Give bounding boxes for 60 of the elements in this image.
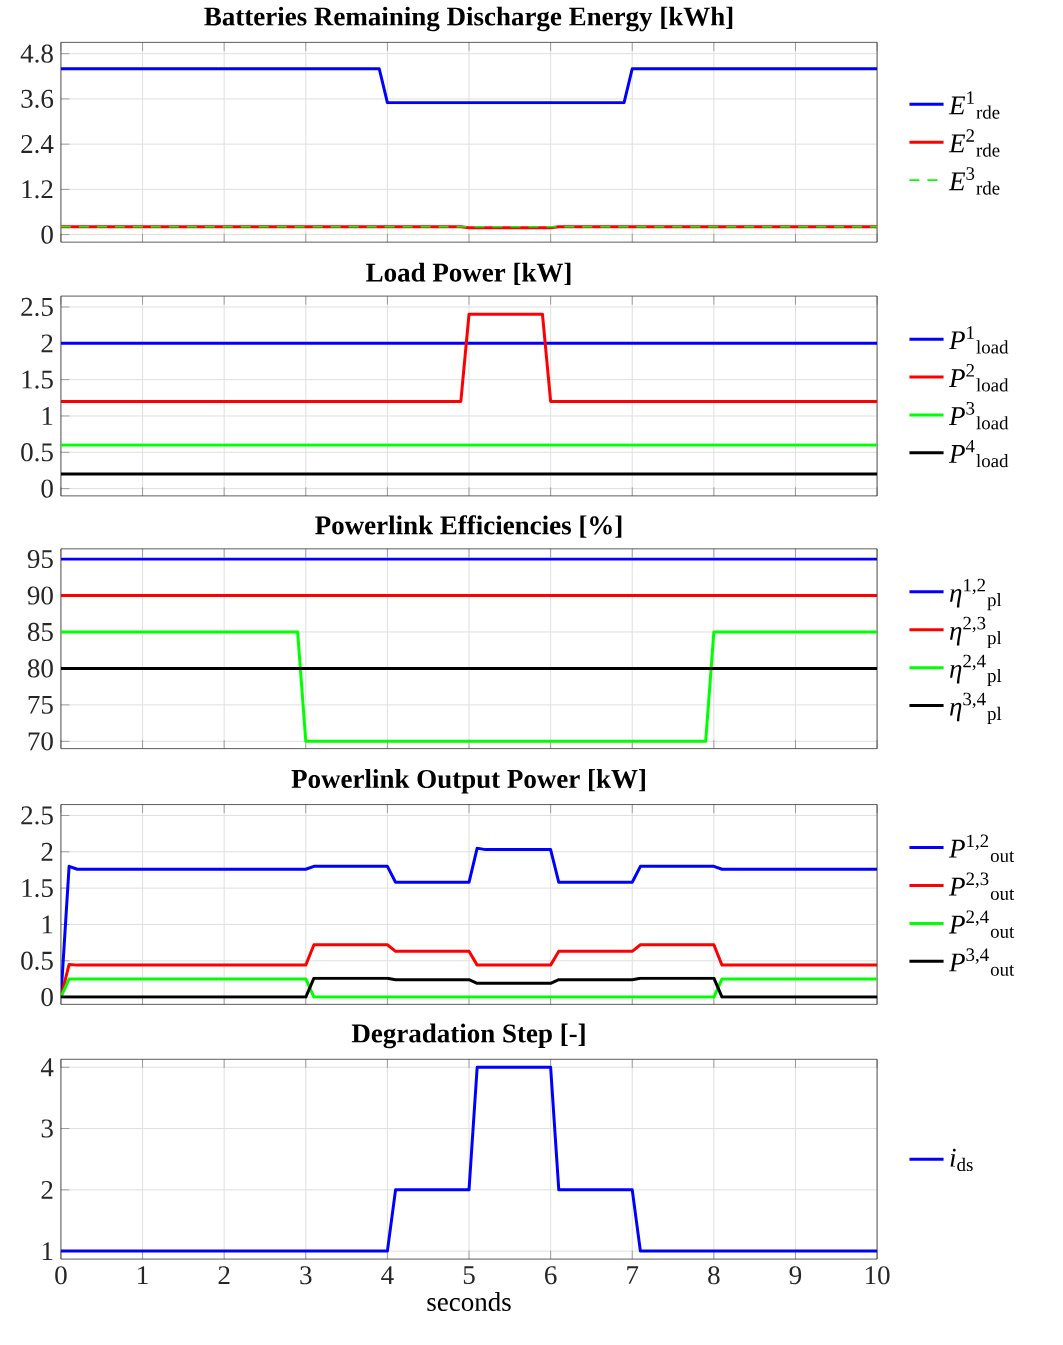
y-tick-label: 85 <box>28 622 53 642</box>
y-tick-label: 4 <box>40 1058 54 1077</box>
y-tick-label: 95 <box>27 549 53 569</box>
y-tick-label: 0 <box>41 479 53 498</box>
legend-label: P$^{3}$load <box>948 402 1009 430</box>
y-tick-label: 0.5 <box>21 443 53 462</box>
x-tick-label: 4 <box>381 1266 394 1284</box>
legend-label: η$^{3,4}$pl <box>950 692 1002 724</box>
y-tick-label: 3 <box>41 1119 53 1138</box>
y-tick-label: 1 <box>42 915 53 934</box>
y-tick-label: 2.4 <box>21 135 54 154</box>
legend-label: E$^{1}$rde <box>948 91 1000 119</box>
y-tick-label: 0 <box>41 987 53 1007</box>
y-tick-label: 1.2 <box>22 180 53 199</box>
y-tick-label: 90 <box>27 586 53 605</box>
y-tick-label: 0 <box>41 225 53 244</box>
chart-title: Degradation Step [-] <box>351 1023 585 1049</box>
y-tick-label: 1 <box>42 407 53 425</box>
chart-title: Powerlink Output Power [kW] <box>291 769 646 794</box>
y-tick-label: 1 <box>42 1242 53 1261</box>
x-tick-label: 8 <box>708 1266 720 1285</box>
legend-label: P$^{2,3}$out <box>948 872 1015 900</box>
y-tick-label: 2 <box>41 1180 53 1199</box>
y-tick-label: 4.8 <box>20 44 53 63</box>
legend-label: E$^{2}$rde <box>948 129 1000 157</box>
x-tick-label: 7 <box>627 1266 639 1284</box>
y-tick-label: 0.5 <box>21 951 53 970</box>
chart-title: Powerlink Efficiencies [%] <box>315 515 622 538</box>
x-axis-title: seconds <box>427 1292 511 1312</box>
y-tick-label: 2 <box>41 842 53 861</box>
y-tick-label: 1.5 <box>22 879 53 898</box>
legend-label: i$_{ds}$ <box>950 1148 973 1172</box>
x-tick-label: 3 <box>300 1266 312 1285</box>
y-tick-label: 2.5 <box>21 806 53 825</box>
x-tick-label: 10 <box>866 1266 890 1285</box>
y-tick-label: 1.5 <box>22 370 53 389</box>
y-tick-label: 70 <box>28 732 53 751</box>
legend-label: P$^{1,2}$out <box>948 834 1015 863</box>
x-tick-label: 6 <box>545 1266 557 1285</box>
y-tick-label: 2 <box>41 334 53 353</box>
y-tick-label: 2.5 <box>21 297 53 317</box>
legend-label: η$^{1,2}$pl <box>950 578 1002 611</box>
legend-label: η$^{2,3}$pl <box>950 616 1002 649</box>
legend-label: P$^{4}$load <box>948 439 1009 468</box>
chart-title: Load Power [kW] <box>366 262 571 286</box>
legend-label: P$^{2}$load <box>948 364 1009 392</box>
x-tick-label: 5 <box>463 1266 475 1285</box>
x-tick-label: 1 <box>138 1266 148 1284</box>
x-tick-label: 0 <box>55 1266 67 1285</box>
legend-label: P$^{2,4}$out <box>948 910 1015 938</box>
x-tick-label: 2 <box>218 1266 230 1284</box>
legend-label: E$^{3}$rde <box>948 167 1000 195</box>
legend-label: P$^{3,4}$out <box>948 948 1015 976</box>
legend-label: η$^{2,4}$pl <box>950 654 1002 686</box>
legend-label: P$^{1}$load <box>948 326 1009 354</box>
chart-title: Batteries Remaining Discharge Energy [kWh] <box>204 6 733 32</box>
x-tick-label: 9 <box>789 1266 802 1285</box>
y-tick-label: 80 <box>28 659 53 678</box>
y-tick-label: 75 <box>28 695 53 714</box>
y-tick-label: 3.6 <box>21 89 54 109</box>
